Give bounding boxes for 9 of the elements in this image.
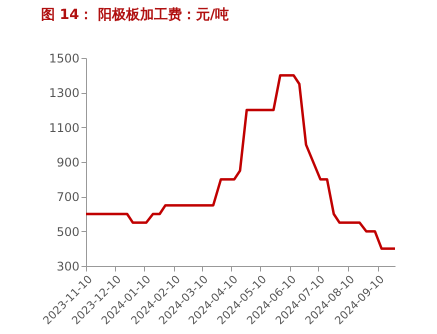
y-tick-label: 500: [56, 224, 80, 239]
chart-title: 图 14： 阳极板加工费：元/吨: [40, 7, 230, 23]
y-tick-label: 1100: [48, 120, 80, 135]
y-tick-label: 900: [56, 156, 80, 170]
y-tick-label: 1300: [48, 86, 80, 100]
line-series: [84, 74, 396, 250]
y-tick-label: 700: [56, 190, 80, 204]
y-tick-label: 300: [56, 260, 80, 274]
y-tick-label: 1500: [48, 52, 80, 66]
